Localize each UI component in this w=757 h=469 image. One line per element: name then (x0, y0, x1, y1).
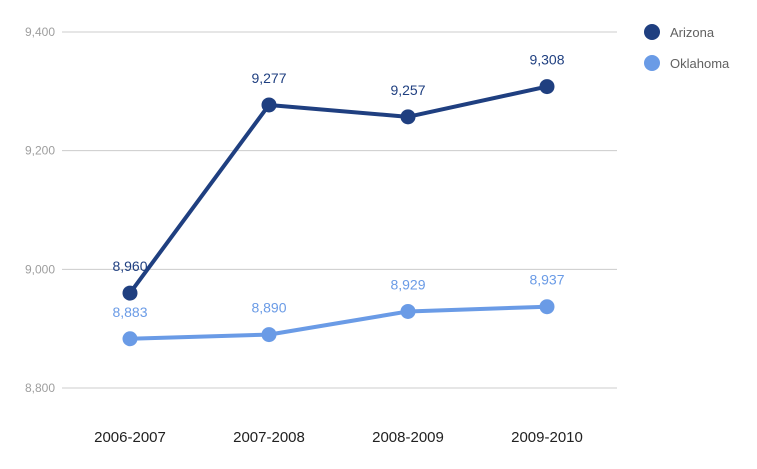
x-axis-ticks: 2006-2007 2007-2008 2008-2009 2009-2010 (94, 429, 583, 446)
x-tick-label: 2006-2007 (94, 429, 166, 446)
data-point-oklahoma (122, 331, 138, 347)
data-label-arizona: 9,257 (390, 82, 425, 98)
data-label-arizona: 8,960 (112, 258, 147, 274)
data-point-oklahoma (539, 299, 555, 315)
y-tick-label: 9,400 (25, 25, 55, 39)
data-labels: 8,960 9,277 9,257 9,308 8,883 8,890 8,929 8,937 (112, 52, 564, 320)
data-label-arizona: 9,308 (529, 52, 564, 68)
data-label-oklahoma: 8,890 (251, 300, 286, 316)
y-axis-ticks: 8,800 9,000 9,200 9,400 (25, 25, 55, 395)
series-line-oklahoma (128, 304, 549, 341)
data-label-oklahoma: 8,883 (112, 304, 147, 320)
data-point-oklahoma (261, 327, 277, 343)
legend-marker-arizona (644, 24, 660, 40)
x-tick-label: 2009-2010 (511, 429, 583, 446)
data-point-arizona (539, 79, 555, 95)
data-point-arizona (261, 97, 277, 113)
x-tick-label: 2008-2009 (372, 429, 444, 446)
series-line-arizona (128, 84, 549, 296)
legend: Arizona Oklahoma (644, 24, 730, 71)
y-tick-label: 9,200 (25, 144, 55, 158)
data-point-arizona (122, 285, 138, 301)
grid-lines (62, 31, 617, 389)
legend-label-arizona: Arizona (670, 25, 715, 40)
data-label-oklahoma: 8,937 (529, 272, 564, 288)
x-tick-label: 2007-2008 (233, 429, 305, 446)
y-tick-label: 8,800 (25, 381, 55, 395)
data-point-oklahoma (400, 303, 416, 319)
legend-marker-oklahoma (644, 55, 660, 71)
legend-label-oklahoma: Oklahoma (670, 56, 730, 71)
y-tick-label: 9,000 (25, 262, 55, 276)
data-label-oklahoma: 8,929 (390, 276, 425, 292)
series-lines (122, 79, 555, 347)
data-label-arizona: 9,277 (251, 70, 286, 86)
data-point-arizona (400, 109, 416, 125)
